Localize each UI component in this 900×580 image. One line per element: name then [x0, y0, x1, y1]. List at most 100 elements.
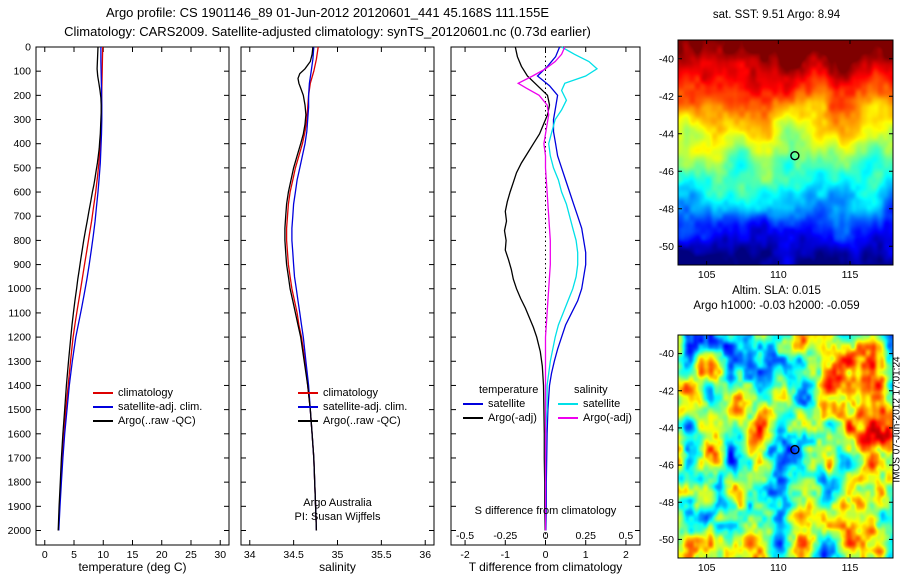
y-tick-label: 500	[13, 162, 31, 174]
x-tick-label: 115	[842, 562, 859, 574]
y-tick-label: 600	[13, 187, 31, 199]
t-argo-line-swatch	[463, 417, 483, 420]
sla-title-line1: Altim. SLA: 0.015	[732, 285, 821, 297]
climatology-line-swatch	[93, 392, 113, 395]
diff-legend-temperature: temperature satellite Argo(-adj)	[463, 383, 538, 425]
imos-timestamp-watermark: IMOS 07-Jun-2012 17:01:24	[891, 356, 900, 483]
y-tick-label: -42	[659, 91, 674, 103]
series-T-Argo-adj-	[503, 46, 551, 531]
y-tick-label: 1400	[8, 380, 32, 392]
x-tick-label: 5	[71, 549, 77, 561]
legend-item-argo: Argo(..raw -QC)	[298, 414, 407, 428]
sla-map-argo-position-marker	[790, 444, 800, 455]
legend-label: Argo(-adj)	[583, 412, 632, 424]
y-tick-label: -48	[659, 497, 674, 509]
legend-label: satellite	[583, 398, 621, 410]
y-tick-label: 400	[13, 138, 31, 150]
x-tick-label: 0	[543, 549, 549, 561]
series-S-Argo-adj-	[516, 46, 566, 531]
y-tick-label: 200	[13, 90, 31, 102]
y-tick-label: 1700	[8, 452, 32, 464]
x-tick-label: 34.5	[283, 549, 304, 561]
x-tick-label: -2	[460, 549, 469, 561]
attribution-line1: Argo Australia	[303, 497, 372, 509]
sst-map-title: sat. SST: 9.51 Argo: 8.94	[712, 9, 841, 21]
figure-title-line2: Climatology: CARS2009. Satellite-adjuste…	[64, 24, 591, 39]
y-tick-label: 1500	[8, 404, 32, 416]
temperature-xlabel: temperature (deg C)	[78, 560, 187, 574]
temperature-legend: climatology satellite-adj. clim. Argo(..…	[93, 386, 202, 428]
series-climatology	[57, 46, 104, 531]
legend-label: satellite-adj. clim.	[118, 401, 203, 413]
x-tick-label: 15	[127, 549, 139, 561]
x-tick-label: 34	[244, 549, 256, 561]
legend-item-climatology: climatology	[298, 386, 407, 400]
y-tick-label: -40	[659, 348, 674, 360]
y-tick-label: 700	[13, 211, 31, 223]
s-difference-label: S difference from climatology	[474, 505, 617, 517]
legend-item-satellite-adj: satellite-adj. clim.	[298, 400, 407, 414]
diff-legend-salinity: salinity satellite Argo(-adj)	[558, 383, 632, 425]
x-tick-label: 36	[419, 549, 431, 561]
t-difference-xlabel: T difference from climatology	[468, 560, 623, 574]
y-tick-label: 800	[13, 235, 31, 247]
legend-item-s-satellite: satellite	[558, 397, 632, 411]
s-tick-label: 0.25	[575, 530, 596, 542]
y-tick-label: 1300	[8, 356, 32, 368]
legend-label: climatology	[323, 387, 379, 399]
sst-heatmap-canvas	[678, 40, 893, 265]
y-tick-label: 1800	[8, 477, 32, 489]
series-satellite-adj-clim-	[58, 47, 103, 531]
legend-label: Argo(-adj)	[488, 412, 537, 424]
y-tick-label: 1100	[8, 307, 31, 319]
sla-title-line2: Argo h1000: -0.03 h2000: -0.059	[693, 300, 860, 312]
legend-label: Argo(..raw -QC)	[118, 415, 196, 427]
x-tick-label: 105	[698, 562, 716, 574]
y-tick-label: -46	[659, 460, 674, 472]
legend-header-salinity: salinity	[574, 384, 608, 396]
legend-item-t-argo: Argo(-adj)	[463, 411, 538, 425]
s-argo-line-swatch	[558, 417, 578, 420]
sst-map-argo-position-marker	[790, 150, 800, 161]
y-tick-label: 300	[13, 114, 31, 126]
x-tick-label: 25	[185, 549, 197, 561]
y-tick-label: 100	[13, 66, 31, 78]
x-tick-label: -1	[501, 549, 510, 561]
attribution-line2: PI: Susan Wijffels	[294, 511, 381, 523]
temperature-profile-frame	[35, 46, 230, 546]
x-tick-label: 35	[332, 549, 344, 561]
salinity-xlabel: salinity	[319, 560, 356, 574]
s-tick-label: 0	[543, 530, 549, 542]
series-satellite-adj-clim-	[291, 46, 318, 531]
legend-label: climatology	[118, 387, 174, 399]
sla-heatmap-canvas	[678, 335, 893, 558]
s-tick-label: -0.25	[493, 530, 517, 542]
y-tick-label: 1600	[8, 428, 32, 440]
x-tick-label: 115	[842, 269, 859, 281]
x-tick-label: 105	[698, 269, 716, 281]
x-tick-label: 1	[583, 549, 589, 561]
y-tick-label: 1000	[8, 283, 32, 295]
legend-label: Argo(..raw -QC)	[323, 415, 401, 427]
x-tick-label: 110	[770, 562, 787, 574]
y-tick-label: 900	[13, 259, 31, 271]
y-tick-label: -50	[659, 241, 674, 253]
legend-label: satellite-adj. clim.	[323, 401, 408, 413]
legend-header-temperature: temperature	[479, 384, 539, 396]
s-tick-label: -0.5	[456, 530, 474, 542]
y-tick-label: 0	[25, 42, 31, 54]
series-Argo-raw-QC-	[57, 46, 102, 531]
satellite-adj-line-swatch	[93, 406, 113, 409]
series-T-satellite	[536, 46, 587, 531]
x-tick-label: 110	[770, 269, 787, 281]
argo-line-swatch	[93, 420, 113, 423]
x-tick-label: 2	[623, 549, 629, 561]
legend-item-s-argo: Argo(-adj)	[558, 411, 632, 425]
legend-item-climatology: climatology	[93, 386, 202, 400]
s-tick-label: 0.5	[619, 530, 634, 542]
y-tick-label: 1200	[8, 332, 32, 344]
y-tick-label: -48	[659, 203, 674, 215]
sst-map-frame	[677, 39, 894, 266]
